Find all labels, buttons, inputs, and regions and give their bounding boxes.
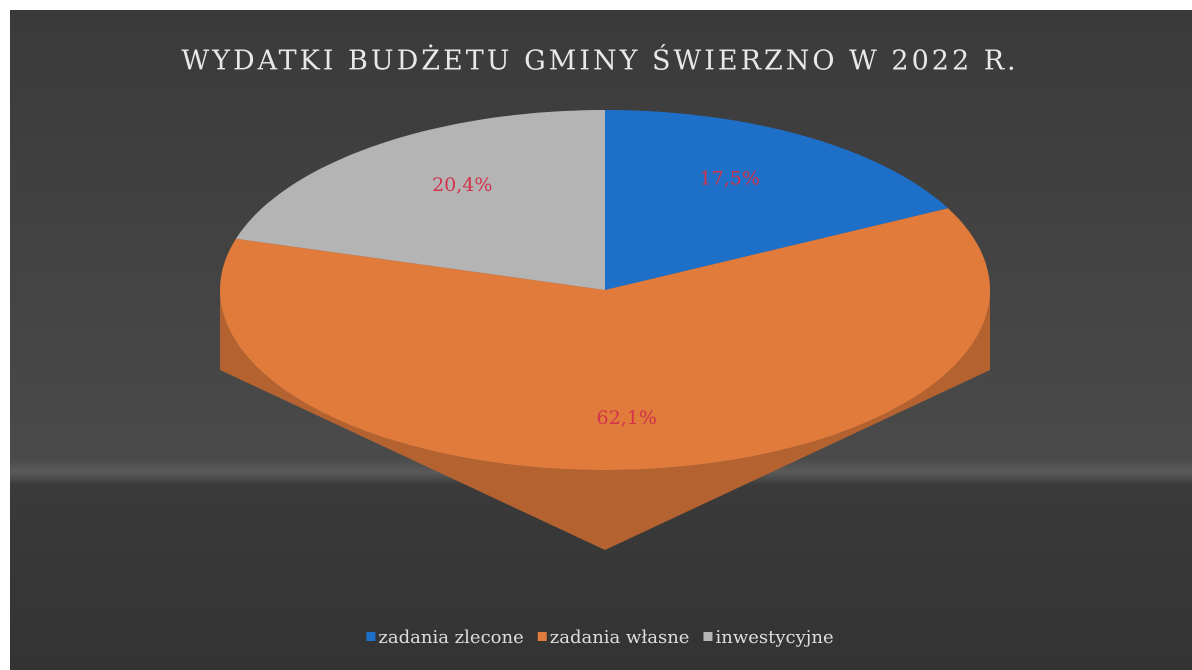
legend-label: zadania własne xyxy=(550,627,690,648)
data-label: 17,5% xyxy=(700,167,760,189)
pie-slice-side xyxy=(220,290,990,550)
legend-swatch xyxy=(537,632,547,641)
pie-slice xyxy=(220,208,990,471)
pie-slice xyxy=(605,110,948,290)
data-label: 20,4% xyxy=(432,174,492,196)
pie-slice xyxy=(236,110,605,290)
chart-title: WYDATKI BUDŻETU GMINY ŚWIERZNO W 2022 R. xyxy=(181,43,1018,77)
legend-label: inwestycyjne xyxy=(715,627,833,648)
legend-label: zadania zlecone xyxy=(378,627,523,648)
data-label: 62,1% xyxy=(597,407,657,429)
legend-swatch xyxy=(366,632,376,641)
legend-swatch xyxy=(703,632,713,641)
